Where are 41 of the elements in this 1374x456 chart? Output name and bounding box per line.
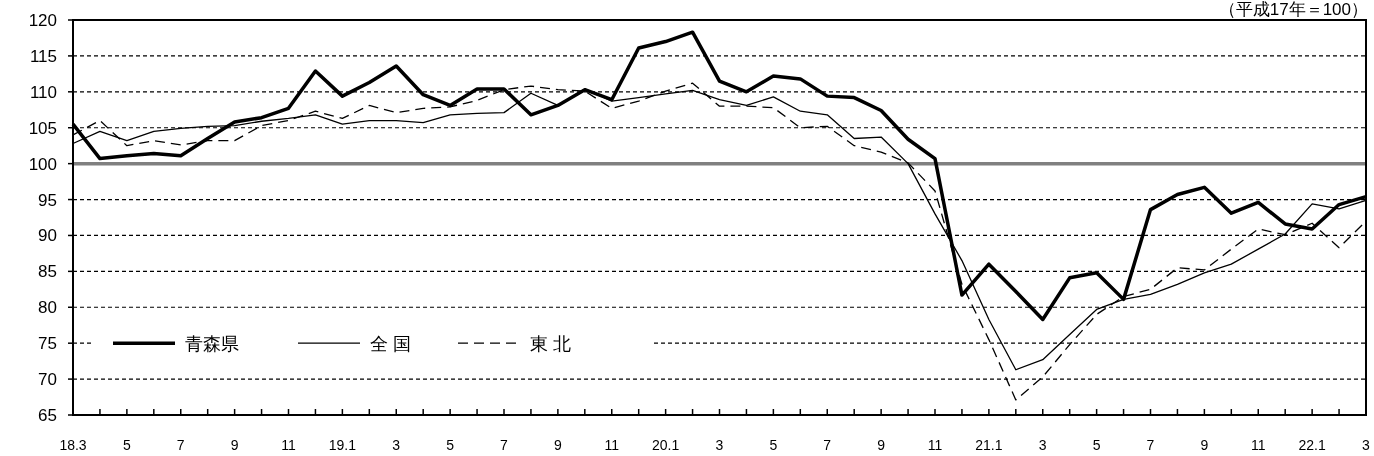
x-tick-label: 7 (176, 437, 185, 453)
y-tick-label: 110 (29, 82, 57, 102)
x-tick-label: 11 (604, 437, 620, 453)
x-tick-label: 11 (281, 437, 296, 453)
x-tick-label: 7 (500, 437, 509, 453)
y-tick-label: 70 (38, 370, 57, 390)
y-tick-label: 120 (28, 11, 57, 30)
y-tick-label: 85 (38, 262, 57, 282)
y-tick-label: 105 (28, 118, 57, 138)
x-tick-label: 11 (1250, 437, 1266, 453)
x-tick-label: 5 (122, 437, 131, 453)
x-tick-label: 9 (230, 437, 239, 453)
x-tick-label: 11 (927, 437, 943, 453)
legend-label: 全 国 (370, 334, 412, 355)
y-tick-label: 80 (38, 298, 57, 318)
y-tick-label: 115 (29, 46, 57, 66)
x-tick-label: 5 (446, 437, 455, 453)
x-tick-label: 3 (715, 437, 724, 453)
x-tick-label: 3 (1038, 437, 1047, 453)
x-tick-label: 7 (823, 437, 832, 453)
x-tick-label: 9 (877, 437, 886, 453)
x-tick-label: 19.1 (328, 437, 357, 453)
x-tick-label: 9 (1200, 437, 1209, 453)
y-tick-label: 95 (38, 190, 57, 210)
x-tick-label: 20.1 (652, 437, 680, 453)
x-tick-label: 21.1 (975, 437, 1003, 453)
x-tick-label: 3 (392, 437, 401, 453)
legend-label: 青森県 (185, 334, 239, 355)
text: （平成17年＝100） (1218, 0, 1368, 19)
y-tick-label: 75 (38, 334, 57, 354)
x-tick-label: 5 (769, 437, 778, 453)
y-tick-label: 65 (38, 406, 57, 425)
x-tick-label: 5 (1092, 437, 1101, 453)
x-tick-label: 9 (553, 437, 562, 453)
legend-label: 東 北 (530, 334, 572, 355)
x-tick-label: 7 (1146, 437, 1155, 453)
y-tick-label: 90 (38, 226, 57, 246)
x-tick-label: 18.3 (59, 437, 87, 453)
y-tick-label: 100 (28, 154, 57, 174)
x-tick-label: 22.1 (1298, 437, 1326, 453)
x-tick-label: 3 (1362, 437, 1371, 453)
